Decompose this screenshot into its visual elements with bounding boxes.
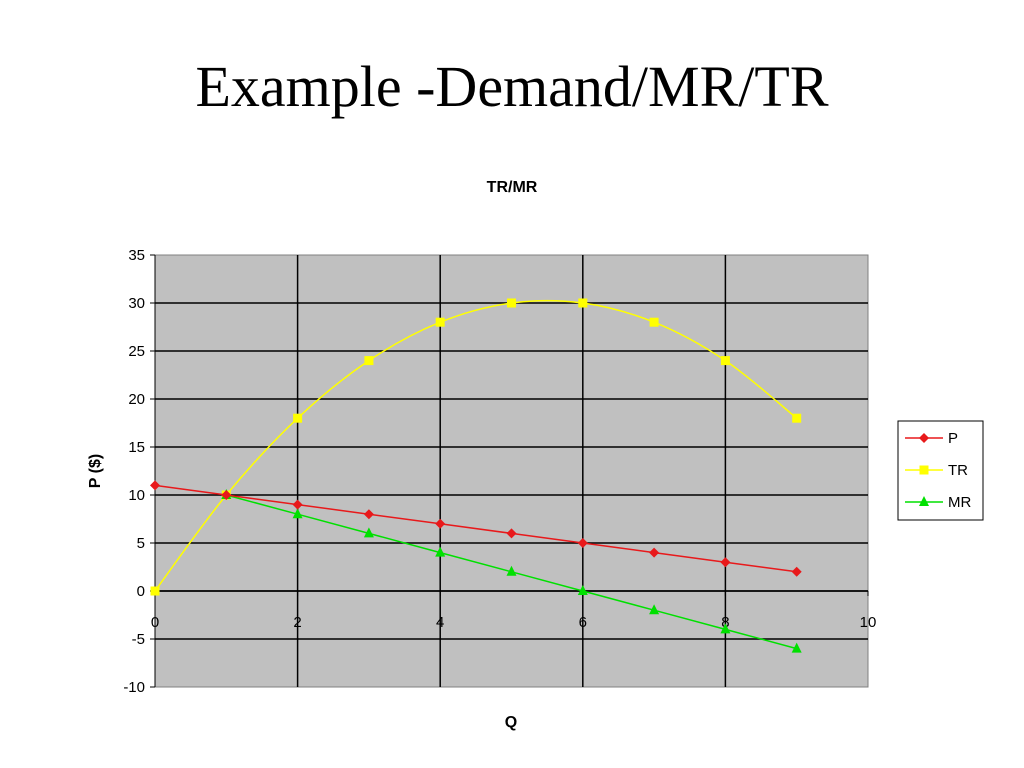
legend-marker-p [919, 433, 929, 443]
x-tick-label: 2 [293, 614, 301, 631]
data-point-p [150, 480, 160, 491]
legend-marker-tr [919, 465, 929, 475]
data-point-tr [649, 317, 659, 327]
slide-title: Example -Demand/MR/TR [195, 54, 829, 119]
y-tick-label: 15 [128, 439, 145, 456]
data-point-mr [292, 508, 303, 519]
data-point-tr [792, 413, 802, 423]
data-point-p [720, 557, 731, 568]
y-tick-label: 30 [128, 295, 145, 312]
chart-title: TR/MR [487, 179, 538, 196]
data-point-mr [720, 623, 731, 634]
tick-labels: -10 -5 0 5 10 15 20 25 30 35 0 2 4 6 8 10 [123, 247, 876, 696]
y-tick-label: -5 [132, 631, 145, 648]
series [150, 298, 802, 653]
x-tick-label: 6 [579, 614, 587, 631]
data-point-tr [507, 298, 516, 308]
data-point-p [221, 490, 232, 500]
data-point-p [363, 509, 374, 520]
data-point-tr [364, 356, 374, 366]
x-axis-title: Q [505, 714, 517, 731]
series-line-p [154, 484, 797, 573]
data-point-mr [649, 604, 660, 615]
y-tick-label: 5 [137, 535, 145, 552]
data-point-p [791, 566, 802, 577]
data-point-p [435, 518, 446, 529]
data-point-mr [506, 565, 517, 576]
x-tick-label: 4 [436, 614, 444, 631]
data-point-tr [293, 413, 303, 423]
data-point-p [649, 547, 660, 558]
data-point-p [506, 528, 517, 539]
y-tick-label: 20 [128, 391, 145, 408]
data-point-tr [578, 298, 588, 308]
data-point-tr [720, 356, 730, 366]
y-tick-label: 25 [128, 343, 145, 360]
y-tick-label: 10 [128, 487, 145, 504]
y-tick-label: 35 [128, 247, 145, 264]
legend-marker-mr [919, 496, 929, 506]
legend-label-tr: TR [948, 462, 968, 479]
data-point-tr [435, 317, 445, 327]
data-point-mr [363, 527, 374, 538]
y-tick-label: 0 [137, 583, 145, 600]
x-tick-label: 0 [151, 614, 159, 631]
data-point-mr [791, 642, 802, 653]
y-tick-label: -10 [123, 679, 145, 696]
legend-label-mr: MR [948, 494, 971, 511]
series-line-tr [154, 299, 798, 592]
data-point-mr [577, 585, 588, 595]
y-axis-title: P ($) [87, 454, 104, 488]
data-point-p [577, 538, 588, 548]
legend: P TR MR [897, 420, 984, 521]
data-point-tr [150, 586, 160, 596]
legend-label-p: P [948, 430, 958, 447]
plot-area [154, 254, 869, 688]
data-point-p [292, 499, 303, 510]
x-tick-label: 10 [860, 614, 877, 631]
x-tick-label: 8 [721, 614, 729, 631]
data-point-mr [435, 546, 446, 557]
